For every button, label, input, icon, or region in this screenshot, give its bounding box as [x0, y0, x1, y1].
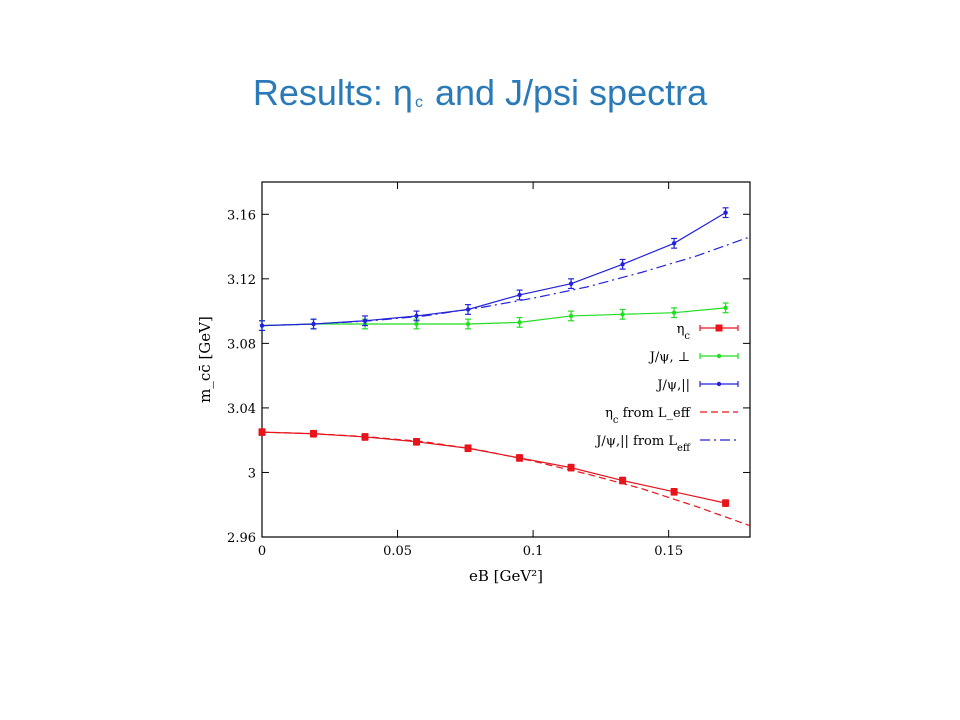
- data-point: [310, 430, 318, 438]
- data-point: [670, 488, 678, 496]
- y-tick-label: 3: [248, 466, 256, 481]
- data-point: [414, 313, 419, 319]
- slide-title-rest: and J/psi spectra: [424, 72, 708, 113]
- data-point: [619, 477, 627, 485]
- y-tick-label: 3.04: [227, 402, 256, 417]
- legend-marker: [715, 324, 723, 332]
- data-point: [517, 320, 522, 325]
- data-point: [361, 433, 369, 441]
- y-tick-label: 3.08: [227, 337, 256, 352]
- data-point: [568, 281, 574, 286]
- charmonium-mass-chart: 0 0.05 0.1 0.15 2.96 3 3.04 3.08 3.12 3.16 eB [GeV…: [196, 181, 751, 585]
- data-point: [671, 241, 677, 246]
- data-point: [722, 499, 730, 507]
- data-point: [517, 292, 522, 298]
- y-tick-label: 2.96: [227, 531, 256, 546]
- data-point: [516, 454, 524, 462]
- slide-title-subscript: c: [414, 94, 423, 111]
- data-point: [465, 307, 471, 312]
- legend-label: J/ψ, ⊥: [648, 350, 690, 365]
- slide-title-main: Results: η: [252, 72, 413, 113]
- x-tick-label: 0.15: [654, 544, 683, 559]
- data-point: [311, 321, 316, 327]
- data-point: [259, 323, 265, 328]
- data-point: [568, 313, 574, 319]
- x-tick-label: 0.1: [523, 544, 544, 559]
- series-line: [261, 431, 726, 504]
- legend-label: ηc: [677, 322, 691, 342]
- y-tick-label: 3.16: [227, 208, 256, 223]
- legend-label: ηc from L_eff: [605, 406, 692, 426]
- data-point: [465, 321, 471, 327]
- legend-label: J/ψ,|| from Leff: [594, 434, 691, 454]
- legend-label: J/ψ,||: [655, 378, 690, 393]
- y-tick-label: 3.12: [227, 273, 256, 288]
- x-axis-label: eB [GeV²]: [469, 567, 543, 585]
- y-axis-label: m_cc̄ [GeV]: [196, 316, 214, 403]
- data-point: [723, 305, 728, 311]
- x-tick-label: 0: [258, 544, 266, 559]
- data-point: [723, 210, 728, 215]
- data-point: [413, 438, 421, 446]
- series-line: [261, 212, 726, 327]
- data-point: [620, 262, 625, 267]
- data-point: [464, 444, 472, 452]
- legend-marker: [716, 381, 722, 387]
- data-point: [258, 428, 266, 436]
- data-point: [414, 321, 419, 327]
- data-point: [671, 310, 677, 315]
- data-point: [362, 318, 368, 323]
- plot-frame: [261, 181, 751, 538]
- legend-marker: [716, 353, 722, 359]
- data-point: [620, 312, 625, 317]
- x-tick-label: 0.05: [383, 544, 412, 559]
- series-line: [261, 307, 726, 327]
- data-point: [567, 464, 575, 472]
